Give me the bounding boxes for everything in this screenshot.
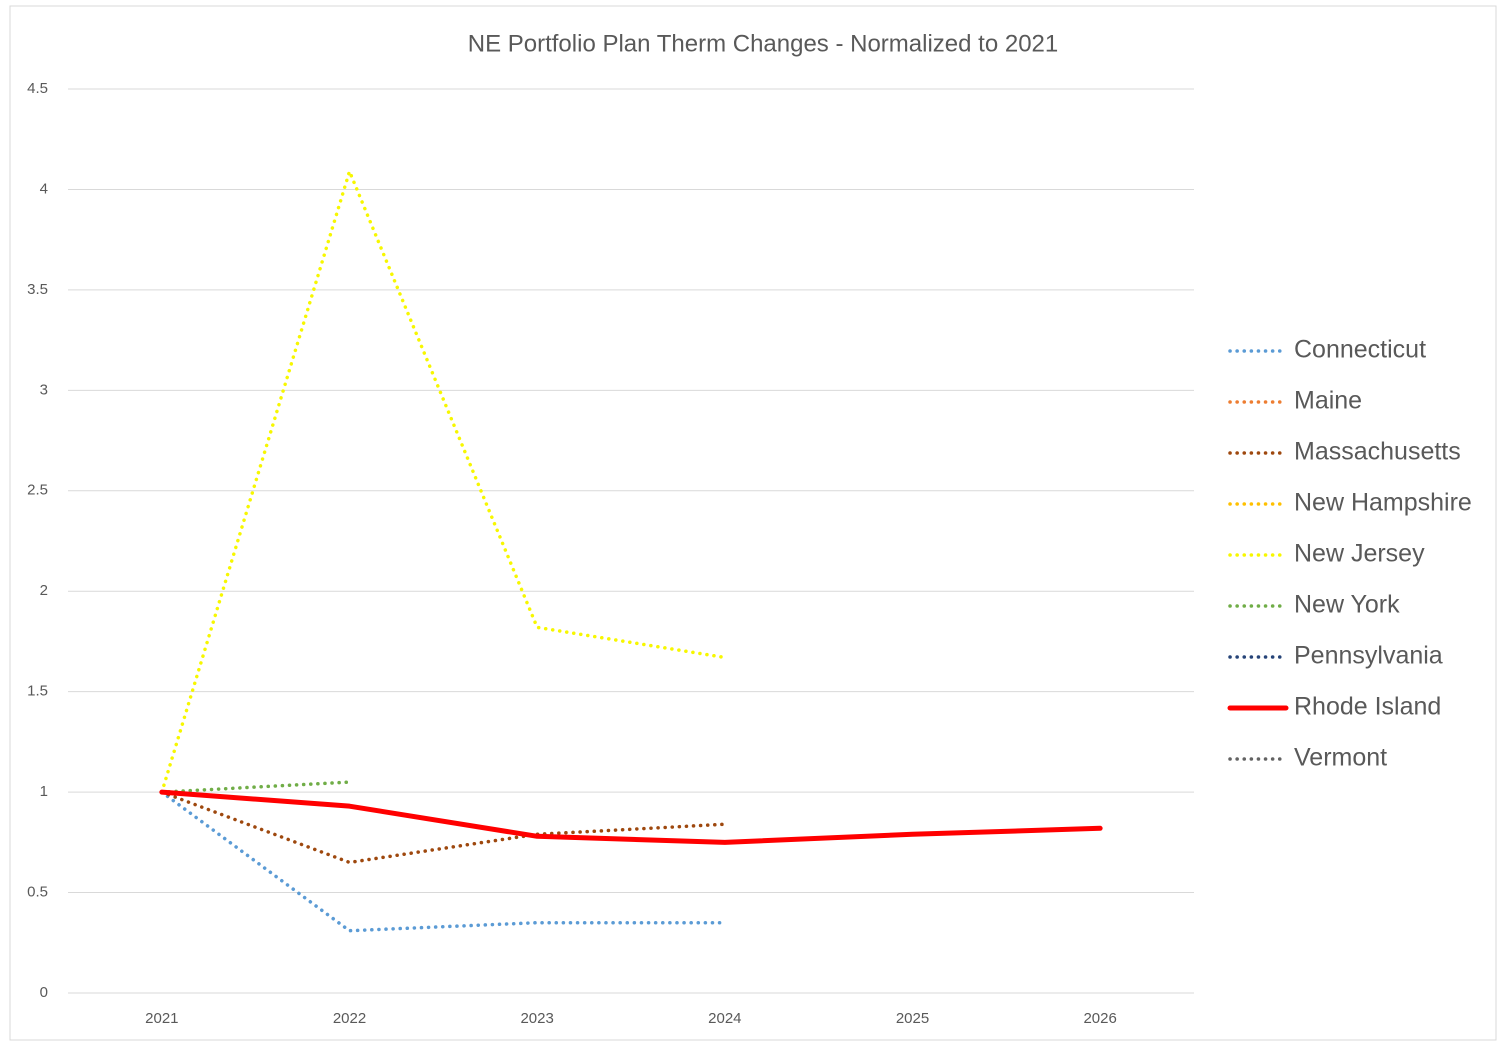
y-tick-label: 4	[40, 180, 48, 197]
legend-label: Massachusetts	[1294, 438, 1461, 466]
legend-label: New York	[1294, 591, 1400, 619]
legend-label: Pennsylvania	[1294, 642, 1443, 670]
series-line	[160, 166, 727, 794]
y-tick-label: 2.5	[27, 482, 48, 499]
x-tick-label: 2024	[708, 1010, 741, 1027]
y-tick-label: 1.5	[27, 683, 48, 700]
y-tick-label: 3.5	[27, 281, 48, 298]
x-tick-label: 2021	[145, 1010, 178, 1027]
series-line	[160, 780, 352, 794]
legend-label: Rhode Island	[1294, 693, 1441, 721]
y-tick-label: 0	[40, 984, 48, 1001]
y-tick-label: 1	[40, 783, 48, 800]
y-tick-label: 0.5	[27, 884, 48, 901]
chart-title: NE Portfolio Plan Therm Changes - Normal…	[468, 30, 1059, 57]
x-tick-label: 2023	[520, 1010, 553, 1027]
series-line	[160, 790, 727, 933]
y-tick-label: 3	[40, 381, 48, 398]
x-tick-label: 2025	[896, 1010, 929, 1027]
series-line	[160, 790, 727, 865]
legend-label: Vermont	[1294, 744, 1387, 772]
legend-label: Maine	[1294, 387, 1362, 415]
legend-label: New Hampshire	[1294, 489, 1472, 517]
x-tick-label: 2026	[1083, 1010, 1116, 1027]
y-tick-label: 4.5	[27, 80, 48, 97]
y-tick-label: 2	[40, 582, 48, 599]
x-tick-label: 2022	[333, 1010, 366, 1027]
series-line	[159, 789, 1103, 845]
legend-label: New Jersey	[1294, 540, 1425, 568]
chart-frame	[9, 5, 1497, 1041]
legend-label: Connecticut	[1294, 336, 1426, 364]
